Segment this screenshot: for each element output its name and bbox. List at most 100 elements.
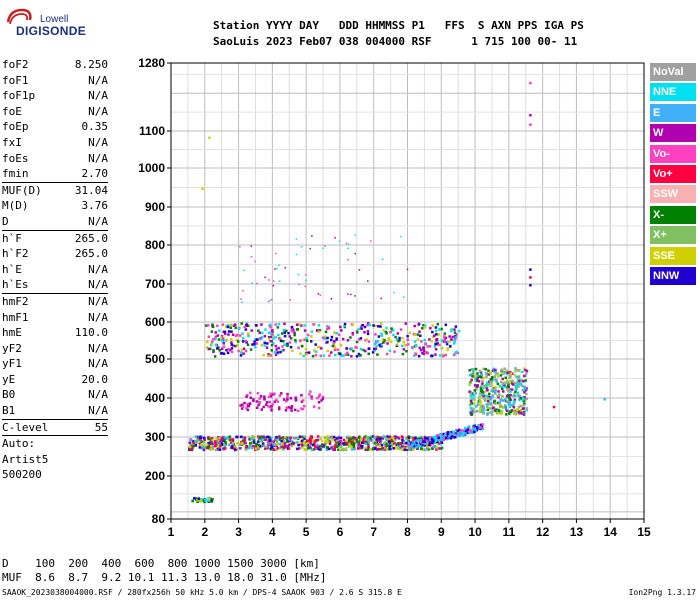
echo-point [328, 440, 332, 444]
param-row: h`E N/A [2, 262, 108, 278]
echo-point [326, 438, 330, 441]
echo-point [317, 330, 321, 333]
echo-point [278, 436, 281, 440]
echo-point [520, 411, 523, 415]
echo-point [508, 412, 511, 415]
echo-point [415, 445, 419, 449]
echo-point [229, 326, 233, 330]
echo-point [285, 406, 289, 409]
echo-point [485, 372, 488, 376]
echo-point [383, 441, 387, 444]
echo-point [260, 343, 264, 347]
echo-point [525, 372, 528, 375]
echo-point [302, 354, 305, 358]
echo-point [349, 437, 352, 441]
echo-point [207, 499, 211, 502]
echo-point [260, 435, 264, 438]
echo-point [269, 392, 272, 396]
echo-point [442, 435, 446, 438]
echo-point [403, 448, 406, 451]
echo-point [270, 446, 274, 450]
x-tick-label: 9 [438, 525, 445, 539]
echo-point [393, 350, 396, 353]
echo-point [236, 340, 240, 343]
param-row: yF1 N/A [2, 356, 108, 372]
echo-point [214, 448, 218, 452]
echo-point [486, 396, 490, 400]
x-tick-label: 3 [235, 525, 242, 539]
param-value: N/A [88, 357, 108, 371]
echo-point [298, 283, 300, 286]
x-tick-label: 12 [536, 525, 550, 539]
echo-point [236, 343, 239, 347]
echo-point [327, 436, 331, 439]
echo-point [450, 338, 453, 341]
echo-point [444, 436, 448, 439]
echo-point [206, 340, 209, 344]
param-label: foEs [2, 151, 29, 165]
echo-point [489, 371, 492, 374]
echo-point [478, 409, 482, 413]
echo-point [488, 407, 492, 410]
echo-point [359, 354, 362, 357]
echo-point [267, 440, 270, 444]
echo-point [481, 382, 484, 385]
echo-point [442, 354, 445, 358]
echo-point [382, 337, 385, 341]
echo-point [381, 437, 385, 440]
echo-point [402, 439, 406, 443]
echo-point [251, 343, 254, 346]
echo-point [269, 444, 272, 447]
echo-point [319, 347, 323, 350]
echo-point [352, 442, 356, 445]
echo-point [263, 341, 267, 345]
echo-point [485, 381, 489, 384]
echo-point [513, 394, 517, 398]
echo-point [402, 296, 405, 298]
echo-point [484, 396, 487, 400]
echo-point [207, 335, 211, 339]
echo-point [287, 331, 290, 335]
echo-point [360, 327, 363, 330]
echo-point [415, 441, 418, 444]
echo-point [331, 344, 335, 348]
echo-point [381, 258, 384, 261]
echo-point [498, 401, 501, 404]
auto-artist: Artist5 [2, 452, 49, 466]
echo-point [274, 437, 277, 441]
echo-point [509, 398, 512, 402]
echo-point [374, 440, 377, 444]
echo-point [256, 440, 260, 443]
echo-point [515, 387, 518, 391]
echo-point [413, 440, 417, 444]
echo-point [437, 433, 440, 437]
echo-point [347, 439, 351, 442]
echo-point [419, 334, 422, 338]
echo-point [259, 440, 263, 443]
y-tick-label: 1280 [138, 56, 165, 70]
echo-point [512, 392, 516, 395]
echo-point [280, 332, 284, 335]
param-row: yF2 N/A [2, 341, 108, 357]
echo-point [329, 351, 333, 354]
echo-point [222, 342, 226, 345]
echo-point [423, 338, 426, 342]
echo-point [451, 430, 455, 433]
echo-point [473, 430, 476, 434]
echo-point [505, 413, 508, 416]
param-value: 55 [94, 420, 108, 434]
echo-point [470, 413, 473, 416]
echo-point [470, 378, 473, 382]
echo-point [271, 403, 274, 406]
echo-point [209, 343, 213, 347]
echo-point [508, 397, 511, 400]
echo-point [422, 352, 426, 356]
echo-point [217, 338, 221, 341]
echo-point [420, 442, 423, 446]
echo-point [204, 499, 208, 503]
echo-point [313, 349, 316, 352]
echo-point [393, 291, 395, 294]
echo-point [264, 276, 266, 279]
echo-point [281, 345, 284, 348]
echo-point [333, 344, 336, 348]
